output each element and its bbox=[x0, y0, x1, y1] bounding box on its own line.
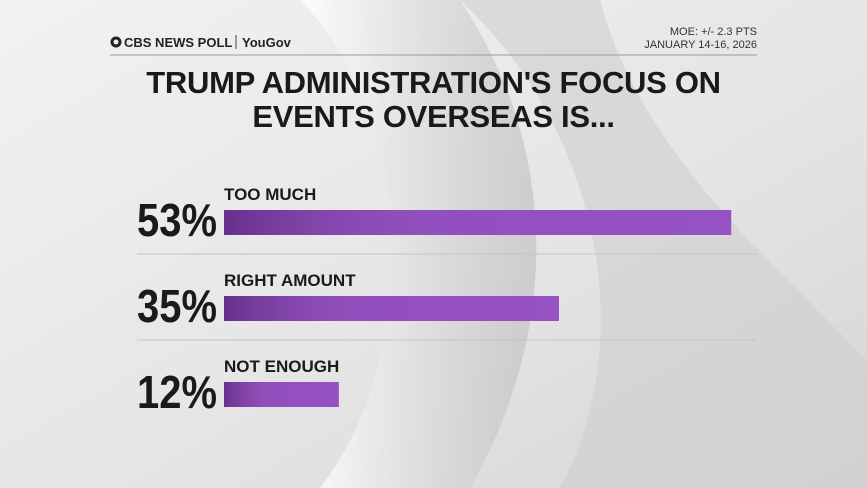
bar-shade bbox=[224, 296, 559, 321]
category-label: RIGHT AMOUNT bbox=[224, 271, 356, 290]
value-label: 53% bbox=[137, 194, 217, 246]
value-label: 35% bbox=[137, 280, 217, 332]
value-label: 12% bbox=[137, 366, 217, 418]
source: CBS NEWS POLL bbox=[124, 35, 232, 50]
partner: YouGov bbox=[242, 35, 292, 50]
bar-shade bbox=[224, 210, 732, 235]
decor bbox=[300, 0, 537, 488]
decor bbox=[460, 0, 867, 488]
logo bbox=[113, 39, 119, 45]
moe: MOE: +/- 2.3 PTS bbox=[670, 26, 757, 38]
category-label: TOO MUCH bbox=[224, 185, 316, 204]
category-label: NOT ENOUGH bbox=[224, 357, 339, 376]
chart-title: TRUMP ADMINISTRATION'S FOCUS ON EVENTS O… bbox=[146, 65, 721, 134]
date: JANUARY 14-16, 2026 bbox=[644, 39, 757, 51]
bar-shade bbox=[224, 382, 339, 407]
